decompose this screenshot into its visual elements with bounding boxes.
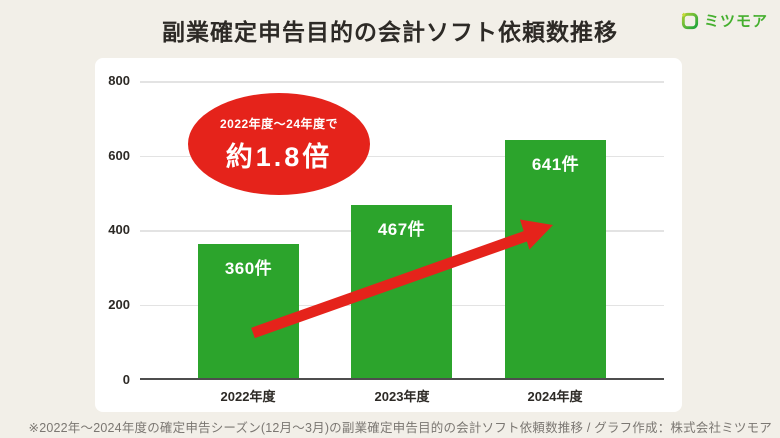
y-tick-400: 400 xyxy=(108,222,130,237)
callout-period: 2022年度〜24年度で xyxy=(219,116,339,131)
y-tick-0: 0 xyxy=(122,372,130,387)
y-tick-200: 200 xyxy=(108,297,130,312)
x-tick-2024: 2024年度 xyxy=(527,389,583,404)
y-tick-800: 800 xyxy=(108,73,130,88)
brand-logo: ミツモア xyxy=(680,10,768,31)
bar-value-label: 467件 xyxy=(377,219,426,239)
brand-name: ミツモア xyxy=(703,13,768,30)
x-tick-2023: 2023年度 xyxy=(374,389,430,404)
gridline-800 xyxy=(140,81,664,83)
bar-2024: 641件 xyxy=(505,140,606,378)
plot-area: 360件 467件 641件 xyxy=(140,81,664,380)
x-tick-2022: 2022年度 xyxy=(220,389,276,404)
bar-2023: 467件 xyxy=(351,204,452,378)
footer-note: ※2022年〜2024年度の確定申告シーズン(12月〜3月)の副業確定申告目的の… xyxy=(28,421,772,435)
mitsumoa-logo-icon xyxy=(680,11,700,31)
growth-callout: 2022年度〜24年度で 約1.8倍 xyxy=(188,93,370,195)
y-tick-600: 600 xyxy=(108,148,130,163)
page-title: 副業確定申告目的の会計ソフト依頼数推移 xyxy=(162,19,618,45)
bar-value-label: 360件 xyxy=(224,259,273,279)
bar-2022: 360件 xyxy=(198,244,299,378)
gridline-600 xyxy=(140,155,664,157)
chart-card: 800 600 400 200 0 360件 467件 641件 2022年度 … xyxy=(95,58,682,412)
callout-multiplier: 約1.8倍 xyxy=(225,141,333,172)
bar-value-label: 641件 xyxy=(531,155,580,175)
